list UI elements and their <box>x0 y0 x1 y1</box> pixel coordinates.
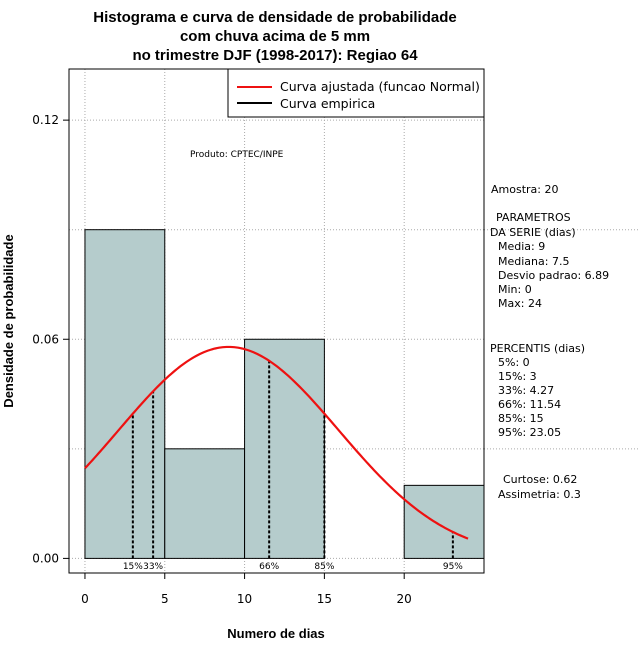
param-desvio: Desvio padrao: 6.89 <box>498 269 609 282</box>
normal-fit-curve <box>84 345 469 540</box>
percentil-33: 33%: 4.27 <box>498 384 554 397</box>
x-tick-label-10: 10 <box>237 592 252 606</box>
x-tick-label-20: 20 <box>397 592 412 606</box>
percentile-label-85: 85% <box>314 562 334 572</box>
product-annotation: Produto: CPTEC/INPE <box>190 150 284 160</box>
histogram-bar-1 <box>84 229 166 559</box>
y-tick-label-1: 0.06 <box>32 332 59 346</box>
bars-layer <box>84 229 485 559</box>
percentile-marker-layer: 15% 33% 66% 85% 95% <box>123 360 463 572</box>
y-axis-label: Densidade de probabilidade <box>1 234 16 407</box>
legend-label-fit: Curva ajustada (funcao Normal) <box>280 79 480 94</box>
percentil-95: 95%: 23.05 <box>498 426 561 439</box>
histogram-bar-2 <box>164 448 246 559</box>
stats-panel: Amostra: 20 PARAMETROS DA SERIE (dias) M… <box>490 183 609 501</box>
x-tick-label-15: 15 <box>317 592 332 606</box>
param-min: Min: 0 <box>498 283 532 296</box>
percentil-66: 66%: 11.54 <box>498 398 561 411</box>
y-tick-label-0: 0.00 <box>32 551 59 565</box>
percentile-label-33: 33% <box>143 562 163 572</box>
y-axis: 0.00 0.06 0.12 <box>32 113 69 565</box>
legend-label-empirical: Curva empirica <box>280 96 375 111</box>
x-tick-label-0: 0 <box>81 592 89 606</box>
percentile-label-15: 15% <box>123 562 143 572</box>
curve-layer <box>84 345 469 540</box>
x-axis-label: Numero de dias <box>227 626 325 641</box>
curtose: Curtose: 0.62 <box>503 473 577 486</box>
percentil-5: 5%: 0 <box>498 356 530 369</box>
percentil-15: 15%: 3 <box>498 370 537 383</box>
percentil-85: 85%: 15 <box>498 412 544 425</box>
param-media: Media: 9 <box>498 240 545 253</box>
parametros-subtitle: DA SERIE (dias) <box>490 226 576 239</box>
param-max: Max: 24 <box>498 297 542 310</box>
histogram-bar-5 <box>403 484 485 559</box>
percentile-label-95: 95% <box>443 562 463 572</box>
chart-title-line-2: com chuva acima de 5 mm <box>180 28 370 45</box>
assimetria: Assimetria: 0.3 <box>498 488 581 501</box>
legend-box <box>227 68 485 118</box>
parametros-title: PARAMETROS <box>496 211 571 224</box>
legend: Curva ajustada (funcao Normal) Curva emp… <box>227 68 485 118</box>
percentis-title: PERCENTIS (dias) <box>490 342 585 355</box>
x-axis: 0 5 10 15 20 <box>81 572 412 606</box>
histogram-bar-3 <box>244 338 325 559</box>
chart-title-line-1: Histograma e curva de densidade de proba… <box>93 9 456 26</box>
chart-title-line-3: no trimestre DJF (1998-2017): Regiao 64 <box>132 47 418 64</box>
y-tick-label-2: 0.12 <box>32 113 59 127</box>
sample-size: Amostra: 20 <box>491 183 558 196</box>
x-tick-label-5: 5 <box>161 592 169 606</box>
param-mediana: Mediana: 7.5 <box>498 255 569 268</box>
percentile-label-66: 66% <box>259 562 279 572</box>
